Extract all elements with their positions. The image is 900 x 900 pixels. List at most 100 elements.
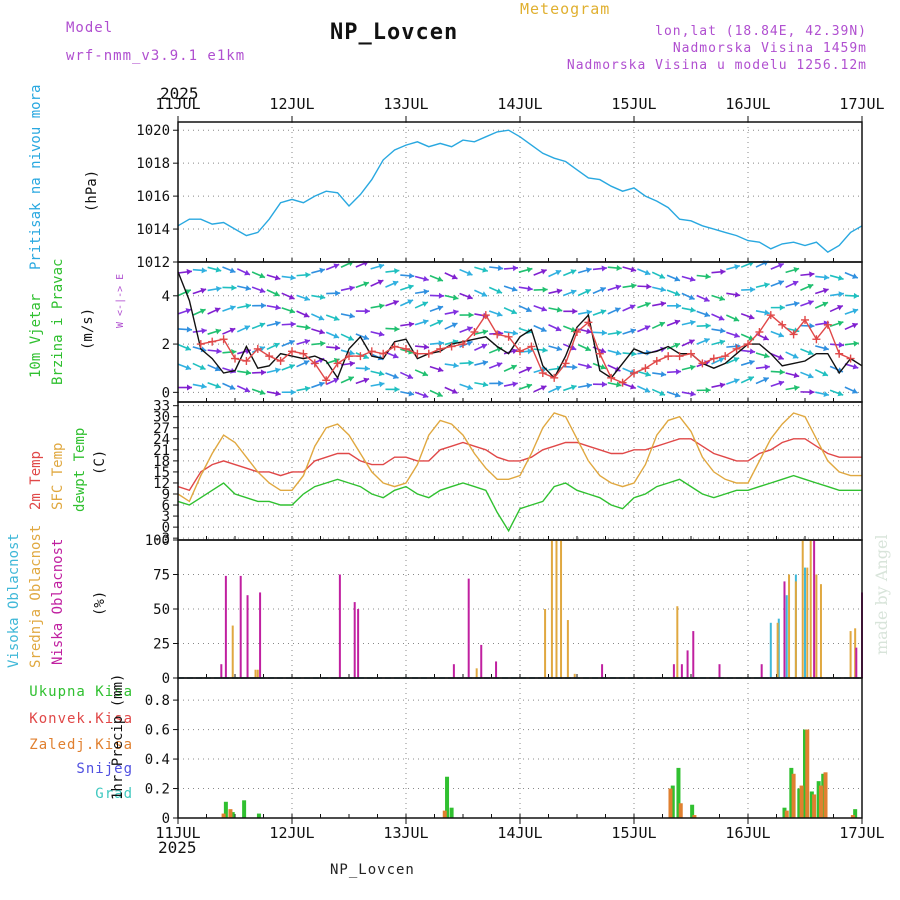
- precip-bar: [676, 767, 681, 818]
- wind-arrow-head: [408, 390, 415, 397]
- x-tick-label-top: 12JUL: [269, 95, 314, 113]
- wind-arrow-head: [363, 281, 369, 288]
- cloud-bar: [776, 622, 779, 678]
- wind-arrow-head: [778, 331, 784, 338]
- wind-arrow-head: [289, 307, 295, 314]
- wind-arrow-head: [823, 345, 829, 352]
- wind-arrow-head: [556, 288, 563, 295]
- precip-bar: [784, 810, 789, 818]
- wind-arrow-head: [378, 381, 385, 388]
- wind-arrow-head: [333, 263, 340, 270]
- wind-arrow-head: [616, 329, 622, 336]
- wind-arrow-head: [201, 327, 207, 334]
- wind-arrow-head: [659, 390, 666, 396]
- wind-arrow-head: [436, 391, 443, 397]
- wind-arrow-head: [762, 377, 769, 383]
- wind-arrow-head: [762, 334, 769, 341]
- wind-arrow-head: [586, 382, 592, 389]
- wind-arrow-head: [689, 276, 696, 282]
- wind-arrow-head: [733, 357, 740, 363]
- wind-arrow-head: [540, 268, 547, 275]
- wind-arrow-head: [363, 353, 369, 360]
- cloud-bar: [246, 595, 249, 678]
- wind-arrow-head: [452, 294, 459, 301]
- precip-bar: [678, 803, 683, 818]
- wind-arrow-head: [378, 263, 385, 270]
- wind-arrow-head: [674, 319, 681, 326]
- wind-arrow-head: [451, 388, 458, 394]
- wind-arrow-head: [719, 295, 725, 302]
- wind-arrow-head: [631, 350, 637, 357]
- temperature-dewpt-temp-line: [177, 474, 862, 533]
- y-tick-label: 27: [153, 421, 170, 437]
- wind-arrow-head: [496, 288, 503, 294]
- wind-arrow-head: [215, 328, 222, 335]
- cloud-bar: [783, 581, 786, 678]
- pressure-pritisak-na-nivou-mora-line: [177, 129, 863, 253]
- wind-arrow-head: [719, 327, 726, 334]
- wind-arrow-head: [377, 279, 384, 286]
- cloud-bar: [788, 574, 791, 678]
- wind-arrow-head: [289, 363, 295, 370]
- wind-arrow-head: [274, 367, 281, 374]
- wind-arrow-head: [482, 360, 489, 366]
- wind-arrow-head: [290, 321, 296, 328]
- wind-arrow-head: [422, 370, 428, 377]
- wind-arrow-head: [497, 265, 504, 271]
- x-tick-label-bottom: 13JUL: [383, 824, 428, 842]
- precip-bar: [850, 815, 855, 818]
- wind-gust-line: [200, 313, 851, 384]
- wind-arrow-head: [851, 388, 858, 394]
- wind-arrow-head: [466, 340, 473, 347]
- wind-arrow-head: [408, 321, 415, 328]
- model-label: Model: [66, 20, 114, 36]
- wind-arrow-head: [423, 343, 430, 350]
- wind-arrow-head: [689, 364, 696, 371]
- wind-arrow-head: [496, 362, 503, 368]
- wind-arrow-head: [809, 322, 815, 329]
- precip-bar: [812, 794, 817, 818]
- wind-arrow-head: [423, 275, 429, 282]
- y-tick-label: 24: [153, 432, 170, 448]
- wind-arrow-head: [453, 309, 459, 316]
- y-tick-label: 1018: [136, 156, 170, 172]
- wind-arrow-head: [644, 387, 651, 393]
- x-tick-label-bottom: 11JUL: [155, 824, 200, 842]
- y-tick-label: 21: [153, 443, 170, 459]
- chart-subtitle: Meteogram: [520, 0, 611, 18]
- wind-arrow-head: [600, 347, 606, 354]
- temperature-2m-temp-line: [177, 438, 862, 492]
- wind-arrow-head: [229, 384, 236, 390]
- wind-arrow-head: [481, 291, 488, 297]
- wind-arrow-head: [807, 349, 814, 356]
- cloud-bar: [760, 664, 763, 678]
- precip-bar: [256, 813, 261, 818]
- wind-arrow-head: [498, 380, 504, 387]
- precip-bar: [670, 785, 675, 818]
- wind-arrow-head: [585, 267, 592, 274]
- wind-arrow-head: [214, 307, 221, 313]
- wind-arrow-head: [244, 269, 250, 276]
- wind-arrow-head: [718, 357, 725, 363]
- wind-arrow-head: [572, 364, 578, 371]
- wind-arrow-head: [599, 287, 606, 293]
- wind-arrow-head: [703, 296, 710, 302]
- wind-arrow-head: [245, 348, 251, 355]
- wind-arrow-head: [482, 266, 488, 273]
- wind-arrow-head: [259, 322, 266, 329]
- wind-arrow-head: [273, 290, 280, 297]
- cloud-bar: [475, 668, 478, 678]
- wind-arrow-head: [363, 334, 369, 341]
- cloud-bar: [254, 669, 257, 678]
- wind-arrow-head: [290, 274, 296, 281]
- wind-arrow-head: [394, 386, 400, 393]
- precip-bar: [789, 767, 794, 818]
- wind-arrow-head: [335, 290, 341, 297]
- wind-arrow-head: [245, 303, 251, 310]
- wind-arrow-head: [200, 287, 207, 294]
- wind-arrow-head: [185, 345, 191, 351]
- wind-arrow-head: [644, 269, 651, 276]
- wind-arrow-head: [777, 354, 784, 360]
- wind-arrow-head: [674, 342, 680, 349]
- wind-arrow-head: [438, 292, 444, 299]
